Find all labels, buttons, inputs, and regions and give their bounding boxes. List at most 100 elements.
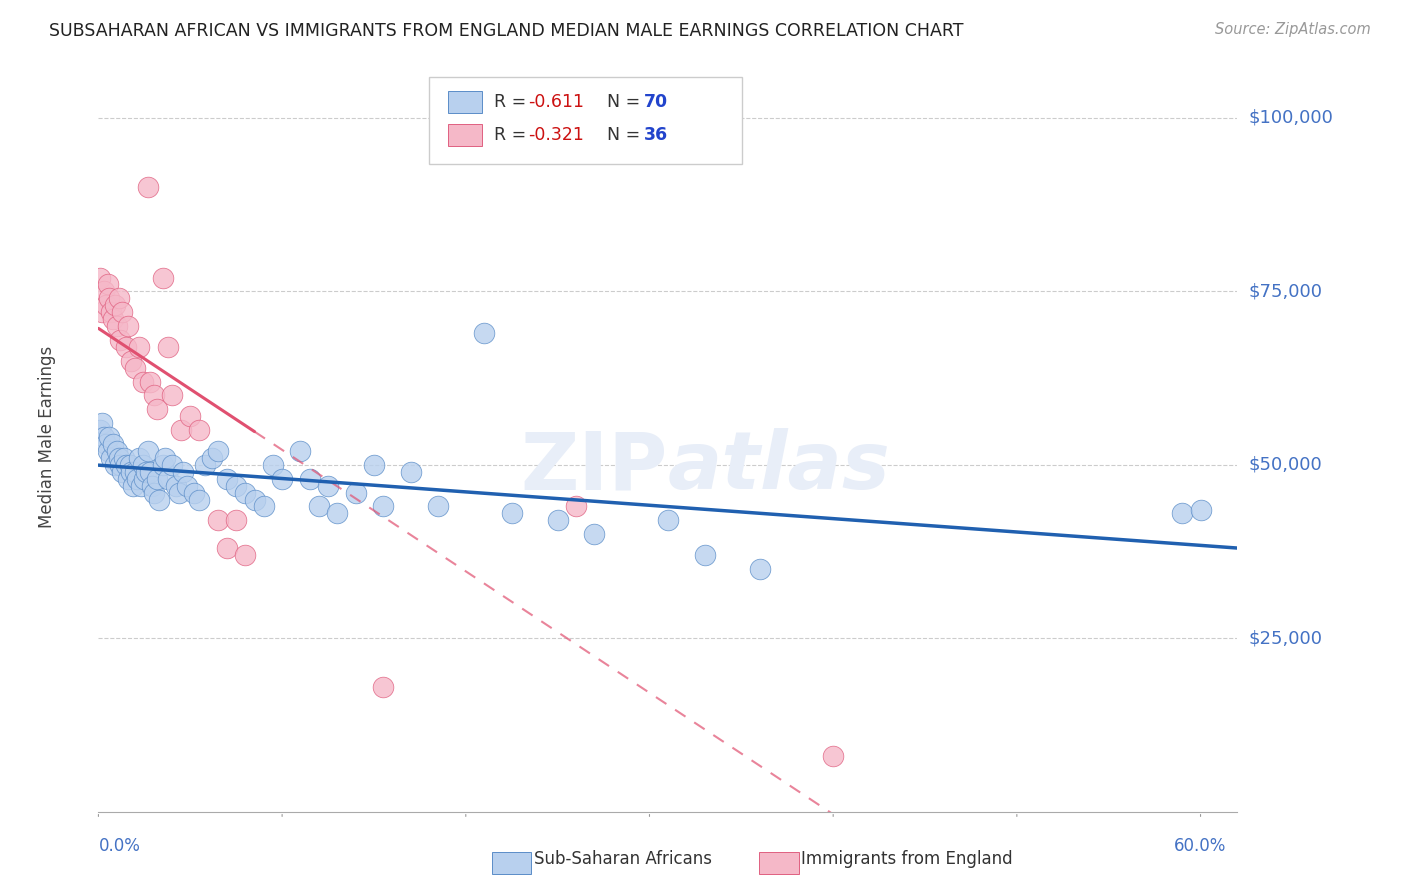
- Point: [121, 353, 143, 368]
- FancyBboxPatch shape: [429, 78, 742, 163]
- Point: [97, 444, 120, 458]
- Text: $100,000: $100,000: [1249, 109, 1333, 127]
- Point: [100, 450, 122, 465]
- Text: Median Male Earnings: Median Male Earnings: [38, 346, 56, 528]
- Point: [215, 541, 238, 555]
- Point: [112, 450, 135, 465]
- Point: [104, 298, 127, 312]
- Point: [243, 492, 266, 507]
- Point: [176, 478, 198, 492]
- Text: -0.321: -0.321: [527, 126, 583, 145]
- Point: [188, 492, 211, 507]
- Point: [160, 458, 183, 472]
- Point: [308, 500, 330, 514]
- Text: $75,000: $75,000: [1249, 283, 1323, 301]
- Point: [235, 548, 257, 562]
- Point: [93, 430, 115, 444]
- Point: [115, 340, 138, 354]
- Text: R =: R =: [494, 126, 531, 145]
- Point: [134, 472, 156, 486]
- FancyBboxPatch shape: [449, 124, 482, 146]
- Point: [748, 562, 770, 576]
- Point: [117, 472, 139, 486]
- Point: [225, 478, 247, 492]
- Point: [105, 319, 128, 334]
- Text: R =: R =: [494, 93, 531, 112]
- Point: [94, 437, 117, 451]
- Point: [121, 465, 143, 479]
- Point: [152, 458, 174, 472]
- Point: [235, 485, 257, 500]
- Point: [157, 340, 180, 354]
- Point: [316, 478, 339, 492]
- Point: [136, 444, 159, 458]
- Point: [146, 402, 169, 417]
- Point: [142, 388, 165, 402]
- Point: [262, 458, 284, 472]
- Point: [94, 298, 117, 312]
- Point: [183, 485, 205, 500]
- Point: [1171, 507, 1194, 521]
- Point: [583, 527, 606, 541]
- Point: [141, 478, 163, 492]
- Point: [290, 444, 312, 458]
- Point: [207, 513, 229, 527]
- FancyBboxPatch shape: [449, 91, 482, 113]
- Point: [165, 478, 187, 492]
- Point: [98, 430, 121, 444]
- Point: [298, 472, 321, 486]
- Point: [371, 500, 394, 514]
- Point: [89, 423, 111, 437]
- Point: [207, 444, 229, 458]
- Text: ZIP: ZIP: [520, 428, 668, 506]
- Point: [111, 465, 134, 479]
- Point: [179, 409, 201, 424]
- Point: [160, 388, 183, 402]
- Point: [225, 513, 247, 527]
- Point: [167, 485, 190, 500]
- Point: [427, 500, 450, 514]
- Point: [344, 485, 367, 500]
- Point: [399, 465, 422, 479]
- Point: [131, 375, 153, 389]
- Text: $25,000: $25,000: [1249, 629, 1323, 648]
- Text: Source: ZipAtlas.com: Source: ZipAtlas.com: [1215, 22, 1371, 37]
- Point: [100, 305, 122, 319]
- Text: Immigrants from England: Immigrants from England: [801, 850, 1014, 868]
- Point: [501, 507, 523, 521]
- Text: 70: 70: [644, 93, 668, 112]
- Point: [152, 270, 174, 285]
- Point: [547, 513, 569, 527]
- Point: [148, 492, 170, 507]
- Point: [271, 472, 294, 486]
- Point: [101, 312, 124, 326]
- Point: [371, 680, 394, 694]
- Point: [131, 458, 153, 472]
- Point: [135, 465, 157, 479]
- Point: [188, 423, 211, 437]
- Point: [117, 319, 139, 334]
- Text: SUBSAHARAN AFRICAN VS IMMIGRANTS FROM ENGLAND MEDIAN MALE EARNINGS CORRELATION C: SUBSAHARAN AFRICAN VS IMMIGRANTS FROM EN…: [49, 22, 963, 40]
- Text: N =: N =: [607, 93, 647, 112]
- Point: [142, 485, 165, 500]
- Point: [472, 326, 495, 340]
- Point: [253, 500, 276, 514]
- Point: [153, 450, 176, 465]
- Point: [115, 458, 138, 472]
- Point: [124, 465, 146, 479]
- Point: [122, 478, 145, 492]
- Point: [98, 291, 121, 305]
- Point: [91, 305, 114, 319]
- Point: [157, 472, 180, 486]
- Point: [146, 472, 169, 486]
- Point: [823, 749, 845, 764]
- Point: [107, 291, 129, 305]
- Point: [107, 450, 129, 465]
- Point: [110, 458, 132, 472]
- Point: [657, 513, 679, 527]
- Point: [201, 450, 224, 465]
- Point: [170, 423, 193, 437]
- Point: [124, 360, 146, 375]
- Point: [128, 340, 150, 354]
- Text: 36: 36: [644, 126, 668, 145]
